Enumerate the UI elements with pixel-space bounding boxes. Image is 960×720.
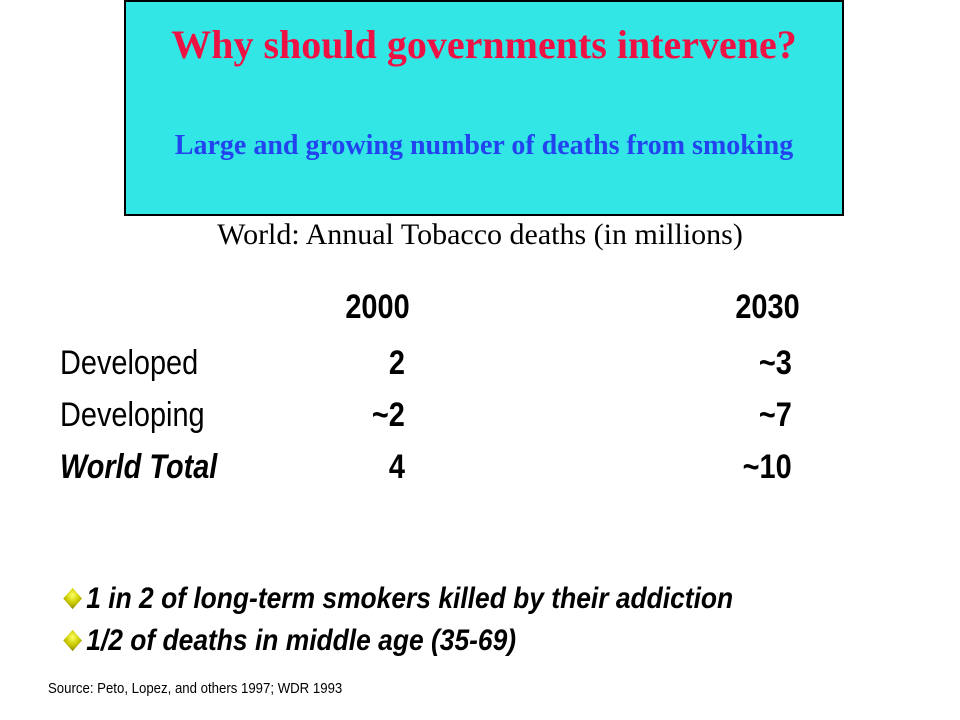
slide-title: Why should governments intervene? [171,22,797,67]
bullet-item: 1 in 2 of long-term smokers killed by th… [63,582,734,616]
row-value-developed-2030: ~3 [759,344,792,382]
bullet-text: 1/2 of deaths in middle age (35-69) [86,624,517,657]
title-box: Why should governments intervene? Large … [124,0,844,216]
bullet-text: 1 in 2 of long-term smokers killed by th… [86,582,734,615]
row-value-developed-2000: 2 [388,344,405,382]
row-value-world-total-2000: 4 [388,448,405,486]
row-value-developing-2000: ~2 [372,396,405,434]
row-value-developing-2030: ~7 [759,396,792,434]
source-note: Source: Peto, Lopez, and others 1997; WD… [48,680,343,697]
row-value-world-total-2030: ~10 [742,448,792,486]
diamond-bullet-icon [63,587,82,610]
slide-subtitle: Large and growing number of deaths from … [174,130,794,161]
diamond-bullet-icon [63,629,82,652]
column-header-2000: 2000 [345,288,410,326]
row-label-developing: Developing [60,396,205,434]
table-caption: World: Annual Tobacco deaths (in million… [217,218,743,251]
row-label-developed: Developed [60,344,199,382]
row-label-world-total: World Total [60,448,218,486]
column-header-2030: 2030 [735,288,800,326]
bullet-item: 1/2 of deaths in middle age (35-69) [63,624,517,658]
